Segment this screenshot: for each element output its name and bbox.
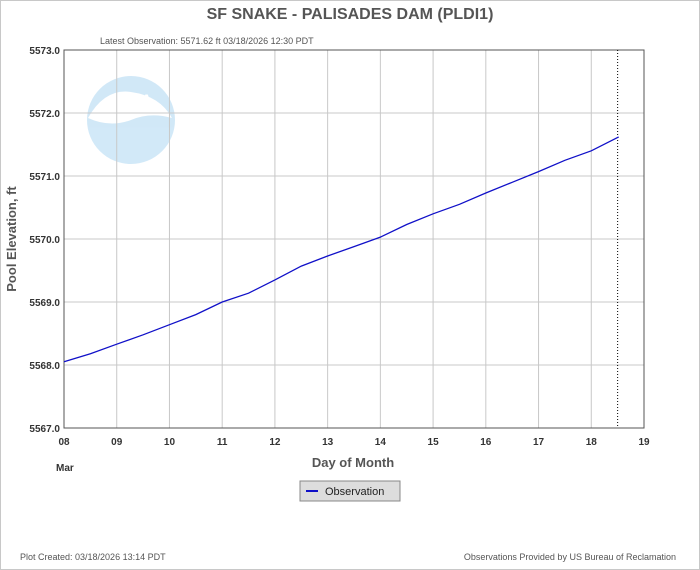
y-tick-label: 5573.0	[29, 46, 60, 57]
chart-title: SF SNAKE - PALISADES DAM (PLDI1)	[207, 6, 494, 23]
observation-series-line	[63, 136, 619, 363]
x-axis-month-label: Mar	[56, 463, 74, 474]
noaa-logo-watermark: NOAA	[87, 76, 175, 164]
y-axis-ticks: 5567.0 5568.0 5569.0 5570.0 5571.0 5572.0 5573…	[29, 46, 60, 435]
y-tick-label: 5569.0	[29, 298, 60, 309]
y-tick-label: 5567.0	[29, 424, 60, 435]
data-provider: Observations Provided by US Bureau of Re…	[464, 552, 676, 562]
y-axis-title: Pool Elevation, ft	[4, 186, 19, 292]
x-tick-label: 16	[480, 437, 492, 448]
x-tick-label: 18	[586, 437, 598, 448]
x-tick-label: 13	[322, 437, 334, 448]
latest-observation: Latest Observation: 5571.62 ft 03/18/202…	[100, 36, 314, 46]
x-tick-label: 14	[375, 437, 387, 448]
y-tick-label: 5571.0	[29, 172, 60, 183]
legend-box	[299, 480, 401, 502]
x-tick-label: 11	[217, 437, 228, 448]
x-axis-ticks: 08 09 10 11 12 13 14 15 16 17 18 19	[58, 437, 650, 448]
plot-area-border	[63, 49, 645, 429]
y-tick-label: 5570.0	[29, 235, 60, 246]
x-tick-label: 10	[164, 437, 176, 448]
legend: Observation	[299, 480, 401, 502]
x-tick-label: 09	[111, 437, 123, 448]
x-tick-label: 17	[533, 437, 545, 448]
x-tick-label: 08	[58, 437, 70, 448]
y-tick-label: 5572.0	[29, 109, 60, 120]
plot-created: Plot Created: 03/18/2026 13:14 PDT	[20, 552, 166, 562]
x-tick-label: 15	[428, 437, 440, 448]
x-tick-label: 19	[638, 437, 650, 448]
x-axis-title: Day of Month	[312, 455, 394, 470]
noaa-logo-text: NOAA	[110, 91, 151, 107]
x-tick-label: 12	[269, 437, 281, 448]
legend-label-observation: Observation	[325, 486, 384, 498]
y-tick-label: 5568.0	[29, 361, 60, 372]
